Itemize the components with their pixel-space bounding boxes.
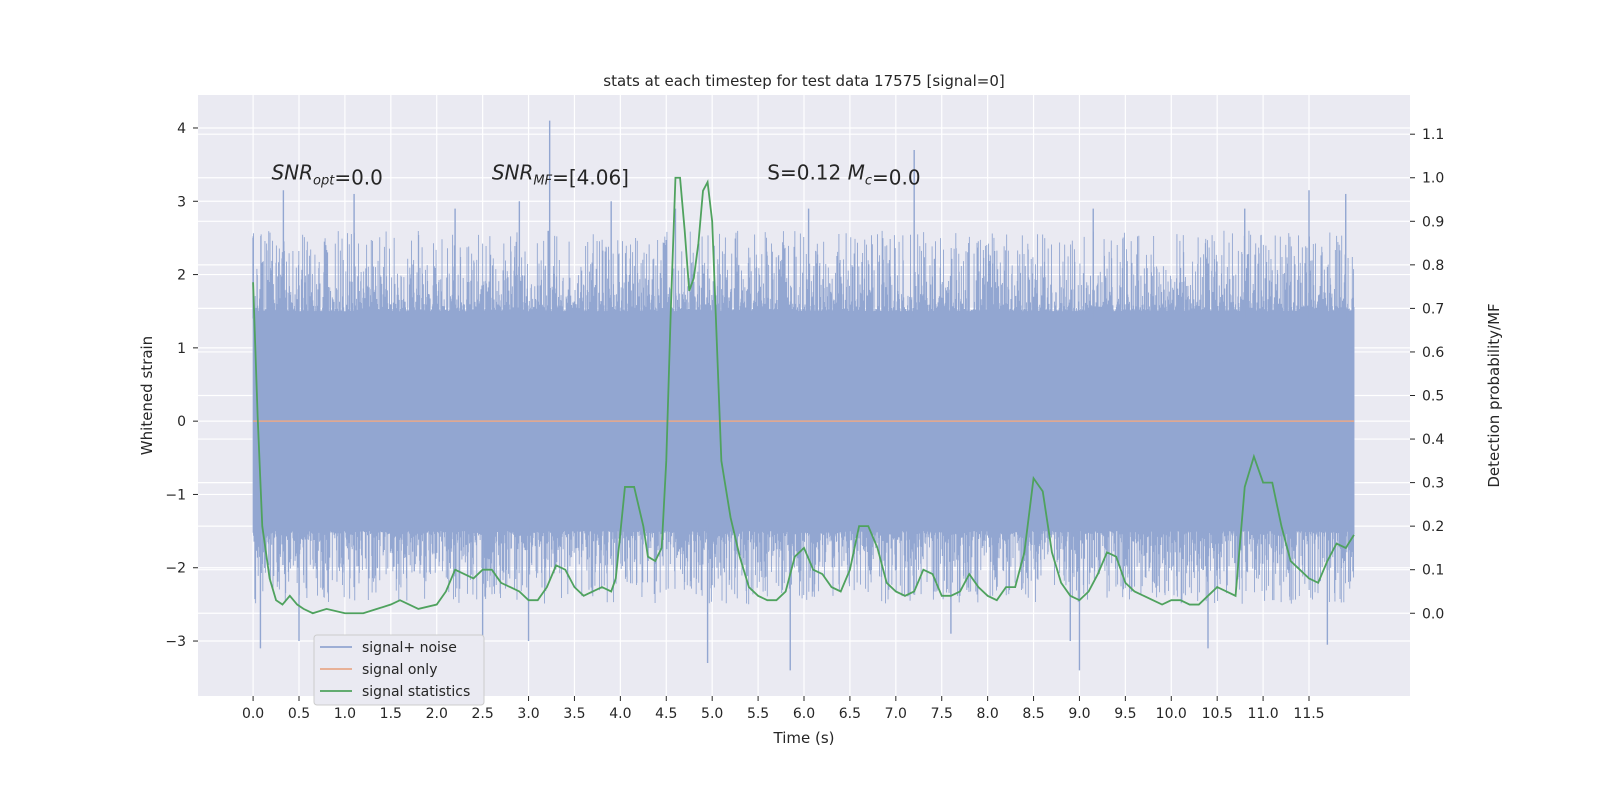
y2-tick-label: 0.0: [1422, 606, 1444, 622]
x-tick-label: 3.5: [563, 706, 585, 722]
y-tick-label: 4: [177, 121, 186, 137]
y2-tick-label: 0.9: [1422, 214, 1444, 230]
x-tick-label: 8.5: [1022, 706, 1044, 722]
y-tick-label: 3: [177, 194, 186, 210]
signal-statistics-line: [252, 176, 1355, 615]
y2-tick-label: 0.4: [1422, 432, 1444, 448]
y2-axis-ticks: 0.0 0.1 0.2 0.3 0.4 0.5 0.6 0.7 0.8 0.9 1.0 1.1: [1410, 127, 1444, 622]
annotation: S=0.12 Mc=0.0: [767, 160, 920, 189]
y-axis-label: Whitened strain: [138, 336, 156, 455]
x-axis-label: Time (s): [773, 729, 835, 747]
y-tick-label: 1: [177, 341, 186, 357]
x-tick-label: 1.5: [380, 706, 402, 722]
x-tick-label: 5.5: [747, 706, 769, 722]
annotation: SNRMF=[4.06]: [492, 160, 629, 189]
x-tick-label: 6.0: [793, 706, 815, 722]
y-tick-label: −1: [165, 487, 186, 503]
x-tick-label: 9.0: [1068, 706, 1090, 722]
x-tick-label: 11.5: [1293, 706, 1324, 722]
legend-label: signal only: [362, 662, 437, 678]
x-tick-label: 5.0: [701, 706, 723, 722]
x-axis-ticks: 0.0 0.5 1.0 1.5 2.0 2.5 3.0 3.5 4.0 4.5 5.0 5.5 6.0 6…: [242, 696, 1325, 722]
y2-axis-label: Detection probability/MF: [1485, 303, 1503, 487]
x-tick-label: 2.0: [426, 706, 448, 722]
annotation: SNRopt=0.0: [271, 160, 382, 189]
x-tick-label: 10.5: [1202, 706, 1233, 722]
y2-tick-label: 0.2: [1422, 519, 1444, 535]
y-axis-ticks: −3 −2 −1 0 1 2 3 4: [165, 121, 198, 650]
chart-title: stats at each timestep for test data 175…: [603, 72, 1004, 90]
y2-tick-label: 1.1: [1422, 127, 1444, 143]
y2-tick-label: 0.3: [1422, 476, 1444, 492]
legend-label: signal+ noise: [362, 640, 457, 656]
legend-label: signal statistics: [362, 684, 470, 700]
series-signal-statistics: [252, 176, 1355, 615]
x-tick-label: 0.0: [242, 706, 264, 722]
y2-tick-label: 0.8: [1422, 258, 1444, 274]
y2-tick-label: 0.1: [1422, 563, 1444, 579]
y-tick-label: −2: [165, 561, 186, 577]
x-tick-label: 4.5: [655, 706, 677, 722]
y2-tick-label: 0.6: [1422, 345, 1444, 361]
y-tick-label: 2: [177, 268, 186, 284]
y2-tick-label: 1.0: [1422, 171, 1444, 187]
y2-tick-label: 0.5: [1422, 389, 1444, 405]
x-tick-label: 2.5: [472, 706, 494, 722]
annotations: SNRopt=0.0 SNRMF=[4.06] S=0.12 Mc=0.0: [271, 160, 920, 189]
y2-tick-label: 0.7: [1422, 301, 1444, 317]
x-tick-label: 1.0: [334, 706, 356, 722]
x-tick-label: 6.5: [839, 706, 861, 722]
x-tick-label: 3.0: [517, 706, 539, 722]
x-tick-label: 8.0: [977, 706, 999, 722]
x-tick-label: 7.5: [931, 706, 953, 722]
x-tick-label: 7.0: [885, 706, 907, 722]
legend-box: [313, 634, 485, 706]
x-tick-label: 9.5: [1114, 706, 1136, 722]
x-tick-label: 11.0: [1248, 706, 1279, 722]
legend: signal+ noise signal only signal statistic…: [313, 634, 485, 706]
y-tick-label: 0: [177, 414, 186, 430]
x-tick-label: 0.5: [288, 706, 310, 722]
x-tick-label: 10.0: [1156, 706, 1187, 722]
y-tick-label: −3: [165, 634, 186, 650]
x-tick-label: 4.0: [609, 706, 631, 722]
